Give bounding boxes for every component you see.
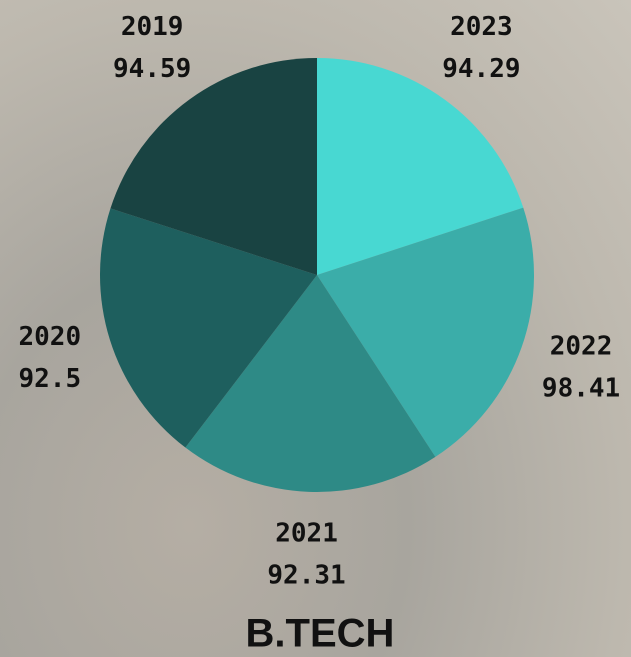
slice-category-label: 2020 bbox=[18, 322, 81, 352]
page: B.TECH 2023 94.29 2022 98.41 2021 92.31 2020 92… bbox=[0, 0, 631, 657]
slice-value-label: 94.59 bbox=[113, 54, 191, 84]
slice-category-label: 2023 bbox=[450, 12, 513, 42]
slice-category-label: 2019 bbox=[121, 12, 184, 42]
slice-value-label: 98.41 bbox=[542, 374, 620, 404]
slice-category-label: 2022 bbox=[550, 332, 613, 362]
slice-value-label: 92.31 bbox=[267, 560, 345, 590]
slice-value-label: 94.29 bbox=[442, 54, 520, 84]
chart: B.TECH 2023 94.29 2022 98.41 2021 92.31 2020 92… bbox=[0, 0, 631, 657]
chart-title: B.TECH bbox=[246, 612, 395, 656]
slice-value-label: 92.5 bbox=[18, 364, 81, 394]
slice-category-label: 2021 bbox=[275, 518, 338, 548]
